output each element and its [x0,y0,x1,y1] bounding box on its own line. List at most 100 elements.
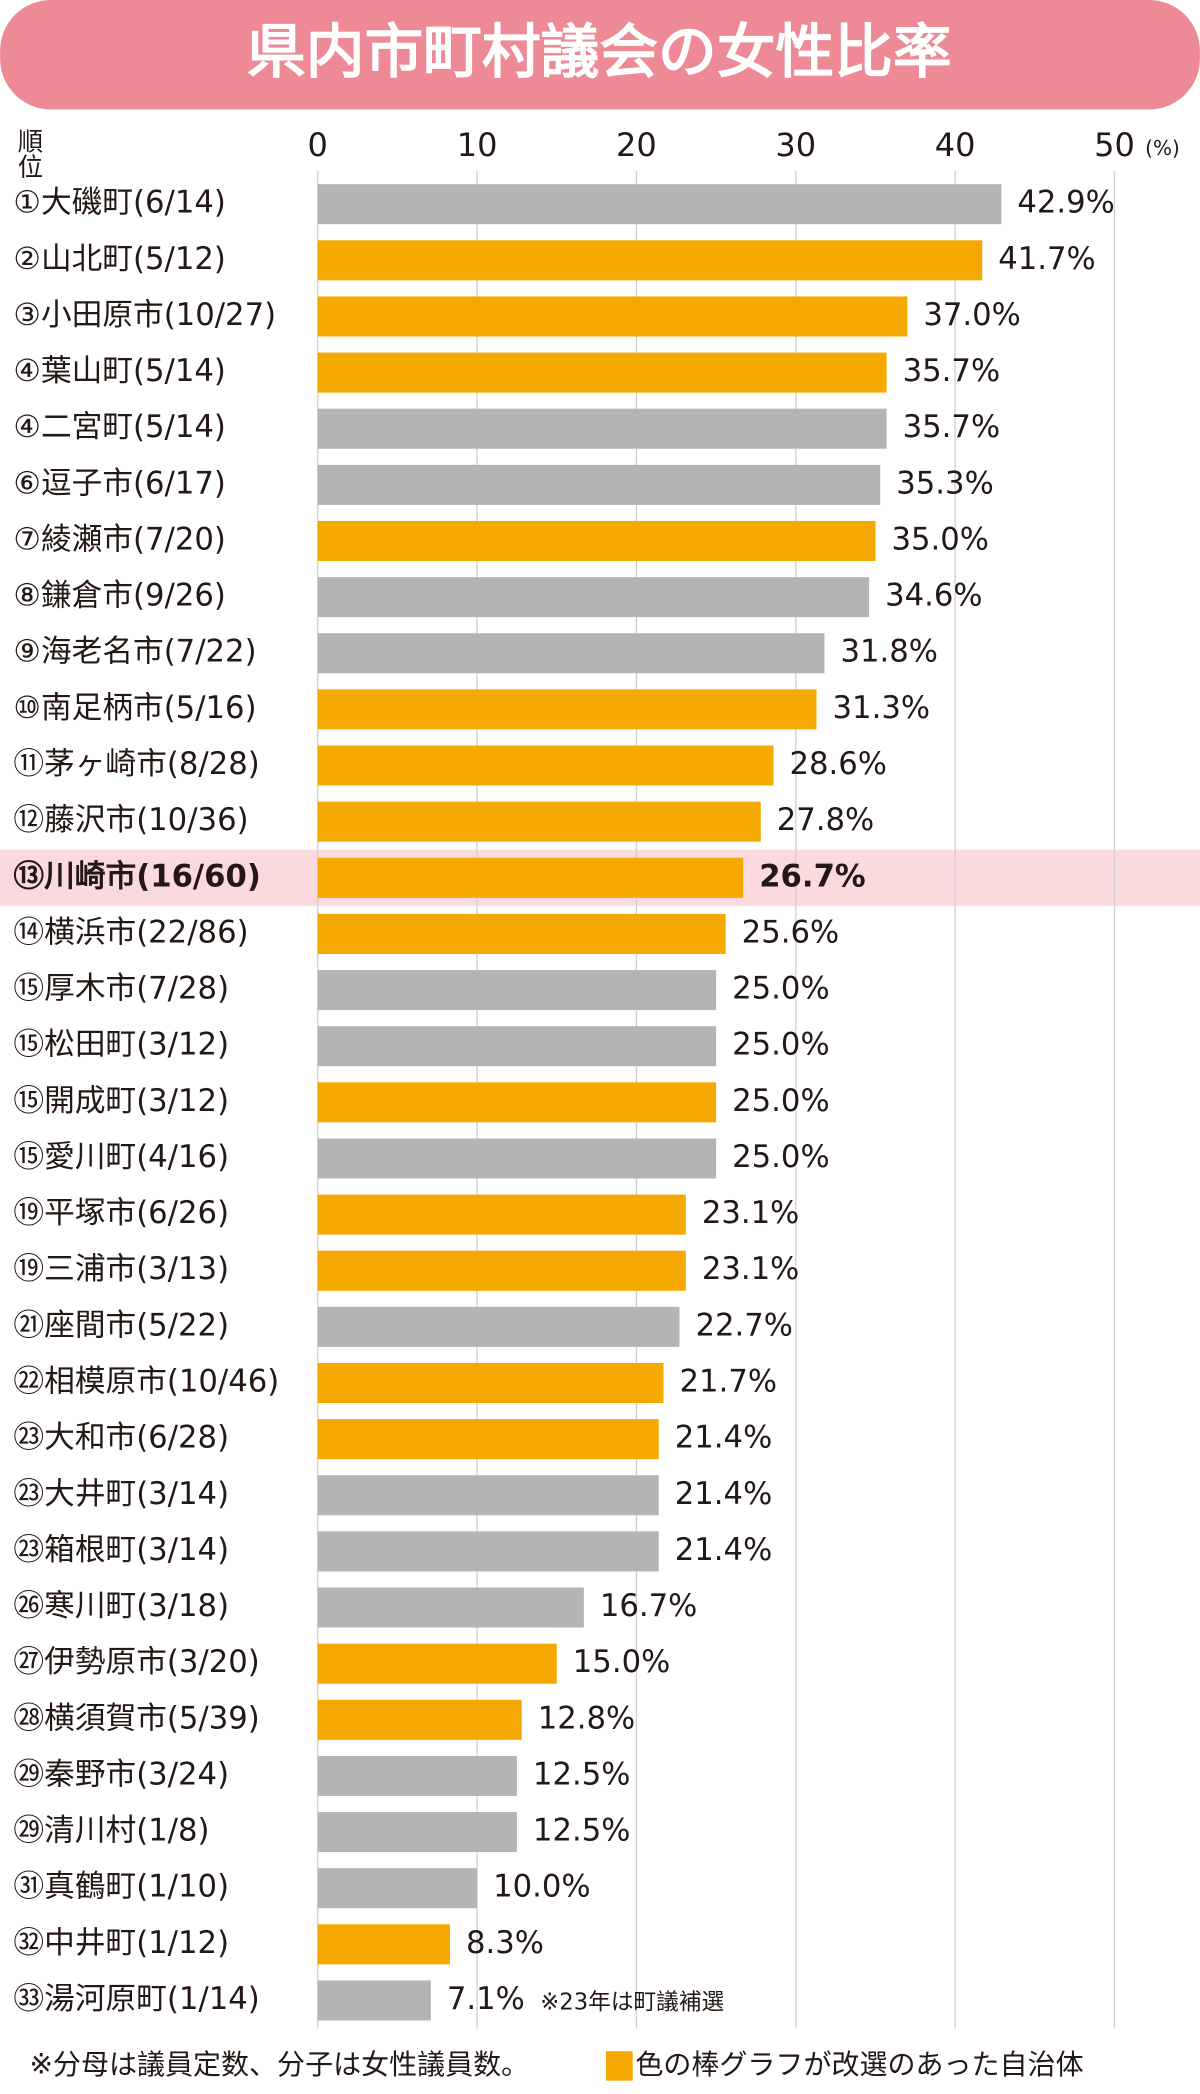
category-label: ㉘横須賀市(5/39) [13,1701,259,1736]
value-label: 34.6% [885,579,983,614]
bar [317,1419,659,1460]
bar [317,1643,557,1684]
bar [317,913,726,954]
value-label: 31.8% [840,635,938,670]
category-label: ④二宮町(5/14) [13,410,225,445]
value-label: 25.6% [742,915,840,950]
bar [317,1082,717,1123]
x-tick-label: 0 [308,126,328,164]
category-label: ㉓大和市(6/28) [13,1421,229,1456]
bar [317,689,817,730]
x-tick-label: 20 [616,126,657,164]
rank-label: 順位 [14,128,44,179]
x-tick-label: 10 [457,126,498,164]
category-label: ㉒相模原市(10/46) [13,1365,279,1400]
value-label: 35.3% [896,466,994,501]
value-label: 41.7% [998,242,1095,277]
value-label: 23.1% [702,1196,800,1231]
bar [317,1138,717,1179]
value-label: 25.0% [732,1140,830,1175]
value-label: 7.1% [447,1982,525,2017]
legend-swatch [606,2051,633,2081]
bar [317,1587,584,1628]
value-label: 35.7% [903,410,1001,445]
category-label: ⑮厚木市(7/28) [13,972,229,1007]
value-label: 25.0% [732,972,830,1007]
category-label: ㉑座間市(5/22) [13,1308,229,1343]
category-label: ⑫藤沢市(10/36) [13,803,248,838]
value-label: 21.4% [675,1421,773,1456]
value-label: 21.4% [675,1477,773,1512]
category-label: ㉓大井町(3/14) [13,1477,229,1512]
category-label: ⑧鎌倉市(9/26) [13,579,225,614]
bar [317,577,870,618]
bar [317,1250,686,1291]
category-label: ⑩南足柄市(5/16) [13,691,256,726]
value-label: 31.3% [833,691,931,726]
value-label: 12.8% [538,1701,636,1736]
category-label: ㉗伊勢原市(3/20) [13,1645,259,1680]
bar [317,1306,680,1347]
x-tick-label: 50 [1094,126,1135,164]
category-label: ㉙清川村(1/8) [13,1814,209,1849]
value-label: 12.5% [533,1814,630,1849]
category-label: ⑲三浦市(3/13) [13,1252,229,1287]
category-label: ⑮松田町(3/12) [13,1028,229,1063]
bar [317,1980,431,2021]
category-label: ⑮愛川町(4/16) [13,1140,229,1175]
category-label: ⑮開成町(3/12) [13,1084,229,1119]
category-label: ㉙秦野市(3/24) [13,1757,229,1792]
value-label: 15.0% [573,1645,671,1680]
value-label: 28.6% [789,747,887,782]
category-label: ㉓箱根町(3/14) [13,1533,229,1568]
category-label: ㉛真鶴町(1/10) [13,1870,229,1905]
bar [317,801,761,842]
category-label: ⑭横浜市(22/86) [13,915,248,950]
bar [317,1924,450,1965]
value-label: 35.7% [903,354,1001,389]
bar [317,352,887,393]
bar [317,745,774,786]
value-label: 25.0% [732,1084,830,1119]
value-label: 21.4% [675,1533,773,1568]
bar [317,1531,659,1572]
category-label: ⑬川崎市(16/60) [13,858,260,894]
category-label: ⑥逗子市(6/17) [13,466,225,501]
value-label: 26.7% [759,859,865,894]
title-banner [0,0,1200,110]
bar [317,240,983,281]
value-label: 8.3% [466,1926,544,1961]
category-label: ⑨海老名市(7/22) [13,635,256,670]
category-label: ③小田原市(10/27) [13,298,276,333]
note: ※分母は議員定数、分子は女性議員数。 [29,2048,529,2081]
category-label: ㉖寒川町(3/18) [13,1589,229,1624]
bar [317,1475,659,1516]
bar [317,970,717,1011]
value-label: 23.1% [702,1252,800,1287]
category-label: ①大磯町(6/14) [13,186,225,221]
bar [317,464,881,505]
value-label: 25.0% [732,1028,830,1063]
category-label: ⑲平塚市(6/26) [13,1196,229,1231]
category-label: ②山北町(5/12) [13,242,225,277]
bar [317,408,887,449]
value-label: 12.5% [533,1757,630,1792]
bar [317,857,744,898]
value-label: 10.0% [493,1870,591,1905]
bar [317,1026,717,1067]
category-label: ⑦綾瀬市(7/20) [13,522,225,557]
value-label: 16.7% [600,1589,698,1624]
value-label: 42.9% [1017,186,1114,221]
unit-label: (%) [1145,136,1180,160]
value-label: 35.0% [891,522,989,557]
bar [317,1755,517,1796]
chart-title: 県内市町村議会の女性比率 [247,17,952,86]
x-tick-label: 40 [935,126,976,164]
bar [317,1699,522,1740]
value-label: 37.0% [923,298,1021,333]
bar [317,1868,478,1909]
bar [317,1362,664,1404]
annotation: ※23年は町議補選 [540,1990,724,2016]
category-label: ㉜中井町(1/12) [13,1926,229,1961]
